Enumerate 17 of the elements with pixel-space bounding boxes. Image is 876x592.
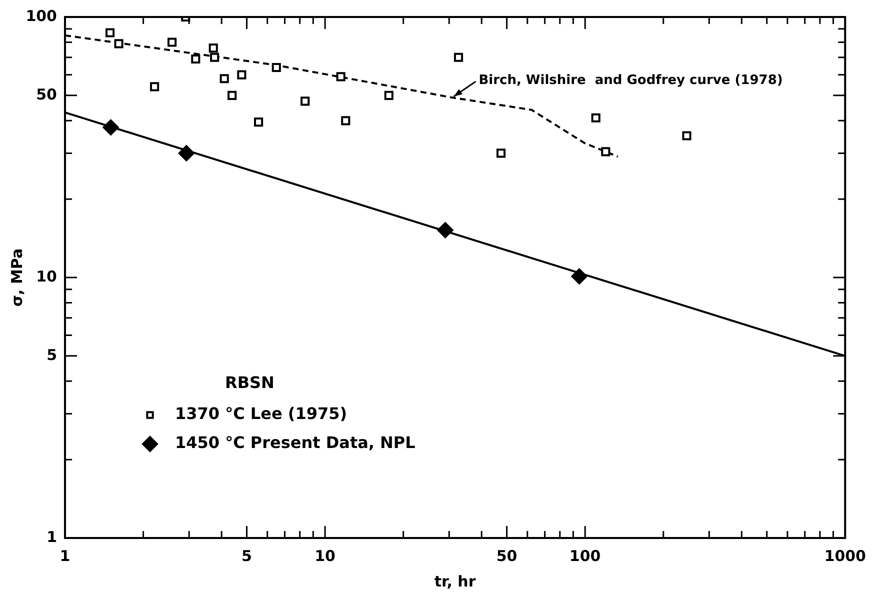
x-tick-label: 10 — [314, 546, 336, 565]
x-tick-label: 1000 — [824, 546, 866, 565]
y-tick-label: 100 — [26, 6, 57, 25]
x-tick-label: 100 — [569, 546, 601, 565]
x-axis-title: tr, hr — [434, 572, 476, 590]
x-tick-label: 50 — [496, 546, 518, 565]
y-tick-label: 50 — [36, 85, 57, 104]
x-tick-label: 5 — [242, 546, 252, 565]
y-tick-label: 10 — [36, 267, 57, 286]
legend-label: 1450 °C Present Data, NPL — [175, 433, 416, 452]
y-axis-title: σ, MPa — [8, 248, 26, 307]
y-tick-label: 1 — [46, 528, 57, 546]
annotation: Birch, Wilshire and Godfrey curve (1978) — [478, 72, 783, 88]
legend-title: RBSN — [225, 373, 274, 392]
legend-label: 1370 °C Lee (1975) — [175, 404, 348, 424]
y-tick-label: 5 — [46, 346, 57, 364]
x-tick-label: 1 — [60, 546, 70, 565]
